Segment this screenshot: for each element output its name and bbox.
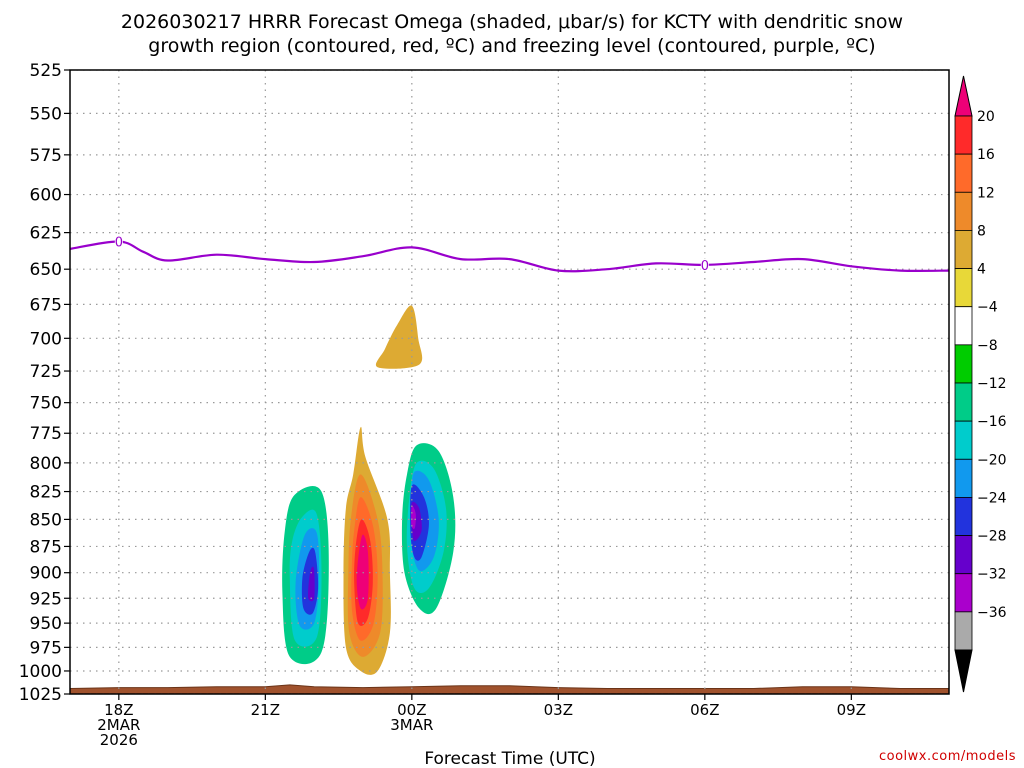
colorbar-bin-4	[954, 230, 973, 269]
x-tick-label-21Z: 21Z	[251, 701, 280, 719]
y-tick-label-1025: 1025	[19, 685, 62, 705]
freezing-level-label-bg-1	[700, 258, 709, 271]
plot-frame	[69, 69, 950, 695]
colorbar-bin-13	[954, 573, 973, 613]
y-tick-label-775: 775	[30, 424, 62, 444]
terrain	[70, 684, 949, 694]
y-tick-label-1000: 1000	[19, 662, 62, 682]
y-tick-label-875: 875	[30, 537, 62, 557]
omega-shading	[116, 70, 910, 686]
y-tick-label-700: 700	[30, 329, 62, 349]
colorbar-label-8: −16	[977, 414, 1007, 430]
x-tick-label-00Z: 00Z	[397, 701, 426, 719]
chart-title-line1: 2026030217 HRRR Forecast Omega (shaded, …	[121, 11, 903, 33]
colorbar-bin-5	[954, 268, 973, 308]
y-tick-label-725: 725	[30, 362, 62, 382]
plot-area: 00	[69, 69, 950, 695]
x-tick-label-03Z: 03Z	[544, 701, 573, 719]
colorbar-bin-3	[954, 191, 973, 231]
x-tick-label-3MAR: 3MAR	[390, 716, 433, 734]
colorbar: 20 16 12 8 4 −4 −8 −12 −16 −20 −24 −28 −32 −36	[954, 75, 1007, 693]
omega-region-far-right-green	[875, 645, 910, 672]
freezing-level-label-bg-0	[114, 235, 123, 248]
y-tick-label-600: 600	[30, 186, 62, 206]
y-tick-label-750: 750	[30, 394, 62, 414]
colorbar-label-9: −20	[977, 452, 1007, 468]
colorbar-bin-11	[954, 497, 973, 536]
colorbar-label-3: 8	[977, 223, 986, 239]
x-tick-label-2MAR: 2MAR	[97, 716, 140, 734]
y-axis: 525 550 575 600 625 650 675 700 725 750 775 800 825 8…	[19, 61, 70, 705]
colorbar-bottom-arrow	[954, 649, 973, 693]
colorbar-bin-8	[954, 382, 973, 422]
y-tick-label-950: 950	[30, 614, 62, 634]
x-tick-label-18Z: 18Z	[104, 701, 133, 719]
freezing-level-contour: 00	[70, 235, 949, 274]
omega-region-red-band	[356, 534, 369, 610]
credit-link[interactable]: coolwx.com/models	[879, 749, 1016, 764]
colorbar-label-10: −24	[977, 490, 1007, 506]
gridlines	[70, 70, 949, 694]
x-tick-label-09Z: 09Z	[837, 701, 866, 719]
colorbar-label-5: −4	[977, 300, 998, 316]
y-tick-label-825: 825	[30, 483, 62, 503]
y-tick-label-575: 575	[30, 146, 62, 166]
colorbar-label-4: 4	[977, 262, 986, 278]
y-tick-label-625: 625	[30, 224, 62, 244]
freezing-level-line	[70, 240, 949, 273]
omega-region-left-green	[116, 515, 203, 672]
x-tick-label-06Z: 06Z	[690, 701, 719, 719]
colorbar-bin-6	[954, 306, 973, 346]
colorbar-bin-10	[954, 458, 973, 498]
y-tick-label-650: 650	[30, 260, 62, 280]
colorbar-label-1: 16	[977, 147, 995, 163]
y-tick-label-850: 850	[30, 510, 62, 530]
terrain-ground	[70, 684, 949, 694]
omega-region-upper-green	[369, 70, 437, 203]
colorbar-bin-1	[954, 115, 973, 155]
colorbar-label-0: 20	[977, 109, 995, 125]
y-tick-label-900: 900	[30, 564, 62, 584]
colorbar-bin-7	[954, 344, 973, 384]
colorbar-top-arrow	[954, 75, 973, 117]
y-tick-label-975: 975	[30, 638, 62, 658]
omega-region-right-magenta	[411, 505, 416, 529]
colorbar-bin-2	[954, 153, 973, 193]
x-axis-label: Forecast Time (UTC)	[424, 749, 595, 768]
y-tick-label-525: 525	[30, 61, 62, 81]
colorbar-label-6: −8	[977, 338, 998, 354]
omega-region-upper-yellow	[375, 305, 423, 369]
colorbar-label-11: −28	[977, 529, 1007, 545]
freezing-level-label-1: 0	[701, 259, 709, 274]
colorbar-label-12: −32	[977, 567, 1007, 583]
colorbar-bin-12	[954, 535, 973, 575]
colorbar-bin-14	[954, 611, 973, 651]
plot-background	[70, 70, 949, 694]
y-tick-label-800: 800	[30, 454, 62, 474]
colorbar-label-13: −36	[977, 605, 1007, 621]
colorbar-label-2: 12	[977, 185, 995, 201]
chart-title-line2: growth region (contoured, red, ºC) and f…	[148, 35, 875, 57]
colorbar-label-7: −12	[977, 376, 1007, 392]
y-tick-label-550: 550	[30, 104, 62, 124]
x-tick-label-2026: 2026	[100, 731, 138, 749]
colorbar-bin-9	[954, 420, 973, 460]
freezing-level-label-0: 0	[115, 236, 123, 251]
y-tick-label-925: 925	[30, 589, 62, 609]
omega-region-mid-purple	[308, 566, 315, 602]
y-tick-label-675: 675	[30, 295, 62, 315]
